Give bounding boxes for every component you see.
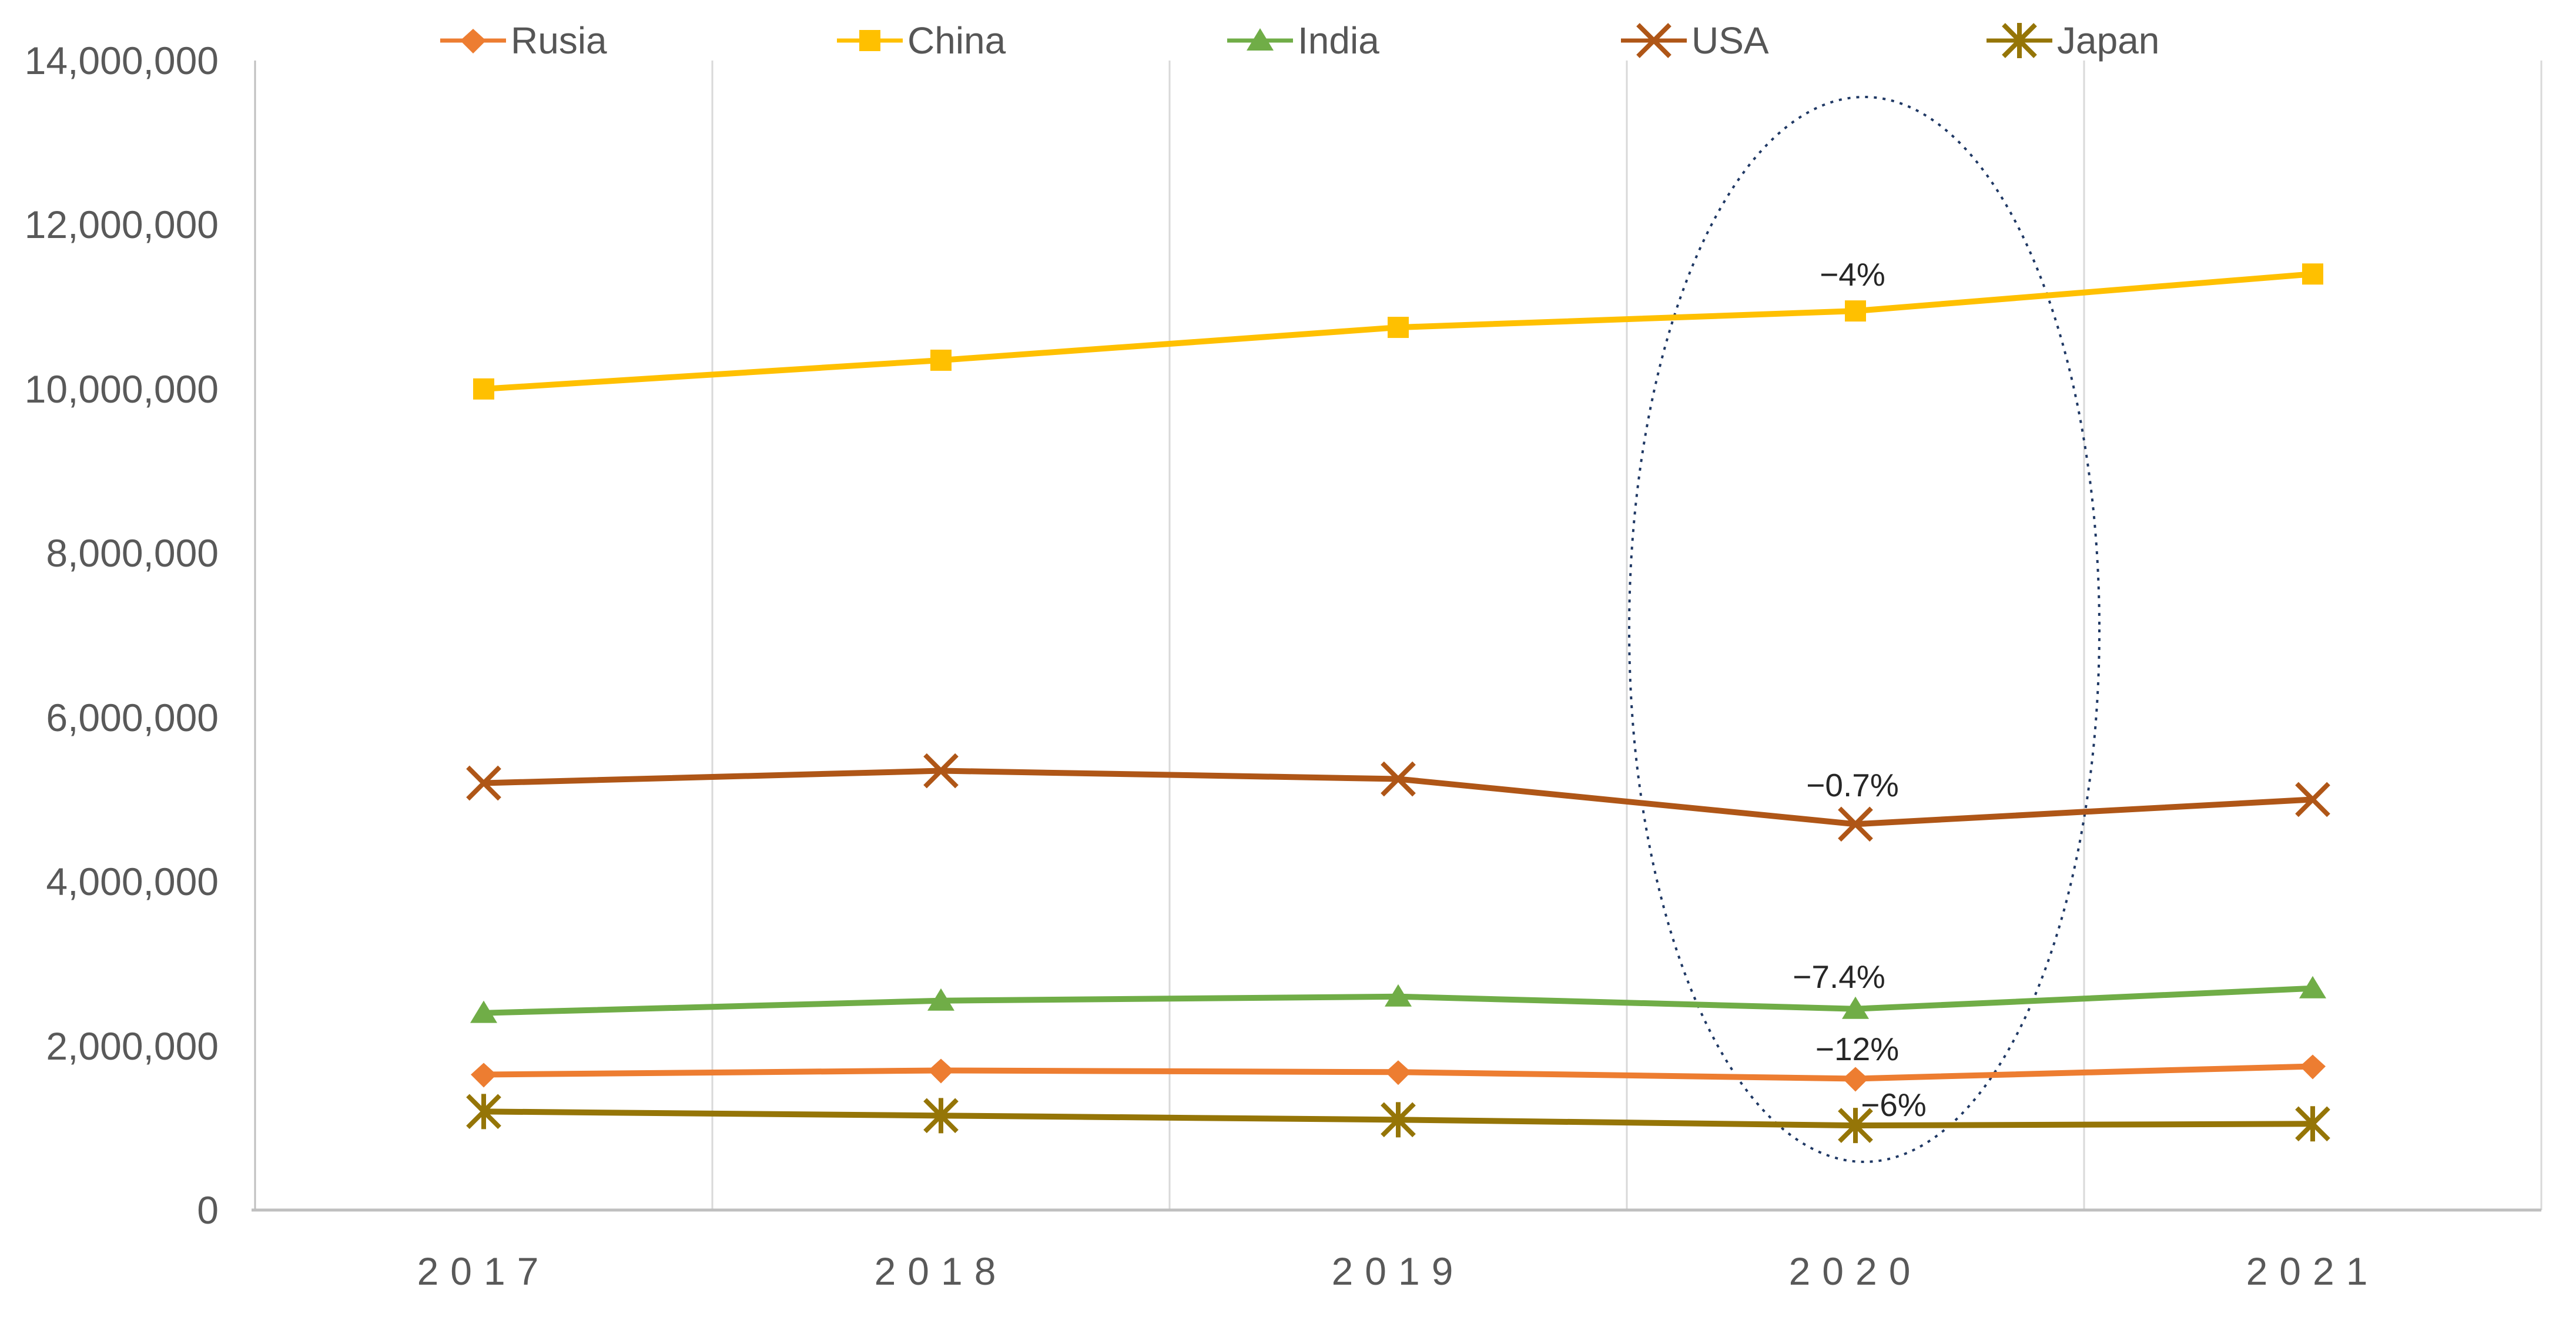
data-point-china-2017 [473,378,494,400]
x-tick-label-2018: 2018 [874,1249,1008,1293]
y-tick-label: 0 [197,1188,219,1232]
data-point-china-2019 [1388,317,1409,339]
legend-marker-india-icon [1247,28,1274,51]
legend-label-usa: USA [1691,19,1769,62]
data-point-japan-2020 [1838,1108,1873,1144]
data-point-india-2021 [2299,976,2326,998]
data-point-usa-2018 [923,753,959,789]
legend-label-rusia: Rusia [511,19,607,62]
highlight-ellipse [1628,96,2101,1163]
annotation-usa-pct: −0.7% [1806,767,1899,804]
data-point-china-2018 [930,349,952,371]
legend-marker-usa-icon [1636,23,1671,58]
x-tick-label-2021: 2021 [2246,1249,2380,1293]
data-point-india-2018 [927,988,954,1011]
data-point-india-2020 [1842,996,1869,1019]
annotation-china-pct: −4% [1820,256,1885,293]
y-tick-label: 10,000,000 [24,367,219,411]
data-point-china-2021 [2302,263,2323,285]
data-point-india-2017 [470,1000,497,1023]
data-point-usa-2019 [1381,761,1416,797]
data-point-rusia-2017 [471,1063,497,1088]
data-point-japan-2017 [466,1094,501,1130]
y-tick-label: 14,000,000 [24,39,219,82]
legend-marker-rusia-icon [460,29,486,53]
data-point-india-2019 [1385,984,1412,1007]
annotation-india-pct: −7.4% [1793,958,1885,995]
data-point-usa-2021 [2295,782,2330,817]
data-point-rusia-2021 [2300,1054,2326,1080]
y-tick-label: 2,000,000 [46,1024,219,1068]
data-point-china-2020 [1845,300,1866,322]
legend-label-china: China [907,19,1006,62]
data-point-japan-2019 [1381,1102,1416,1138]
data-point-rusia-2019 [1385,1060,1411,1085]
y-tick-label: 4,000,000 [46,860,219,904]
y-tick-label: 6,000,000 [46,695,219,739]
data-point-japan-2021 [2295,1106,2330,1142]
legend-marker-china-icon [859,30,880,51]
annotation-japan-pct: −6% [1861,1087,1927,1124]
data-point-japan-2018 [923,1098,959,1134]
legend-marker-japan-icon [2002,23,2037,58]
data-point-usa-2020 [1838,806,1873,842]
annotation-rusia-pct: −12% [1815,1031,1900,1068]
x-tick-label-2020: 2020 [1788,1249,1922,1293]
x-tick-label-2019: 2019 [1331,1249,1465,1293]
legend-label-japan: Japan [2057,19,2160,62]
data-point-usa-2017 [466,765,501,801]
x-tick-label-2017: 2017 [417,1249,551,1293]
data-point-rusia-2020 [1843,1067,1868,1092]
y-tick-label: 12,000,000 [24,203,219,247]
y-tick-label: 8,000,000 [46,531,219,575]
data-point-rusia-2018 [928,1058,954,1084]
legend-label-india: India [1298,19,1379,62]
